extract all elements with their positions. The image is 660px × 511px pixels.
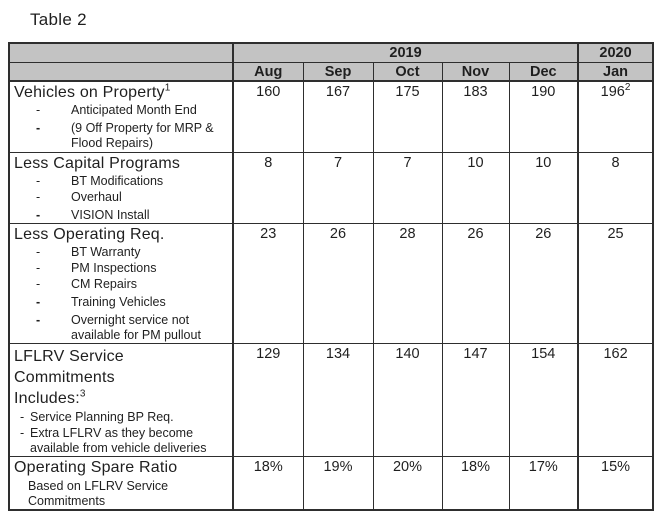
month-header-row: Aug Sep Oct Nov Dec Jan (8, 62, 654, 82)
value-cell: 18% (441, 455, 510, 511)
value-cell: 154 (508, 342, 579, 457)
list-item: - VISION Install (36, 207, 150, 222)
row-heading: LFLRV Service Commitments Includes:3 (14, 347, 124, 407)
value-cell: 17% (508, 455, 579, 511)
list-item: - BT Warranty (36, 244, 141, 259)
footnote-marker: 3 (79, 388, 86, 400)
value-cell: 26 (441, 222, 510, 344)
value-cell: 20% (372, 455, 443, 511)
list-item: - PM Inspections (36, 260, 157, 275)
row-heading: Less Capital Programs (14, 154, 181, 172)
value-cell: 175 (372, 80, 443, 153)
dash-bullet: - (36, 244, 41, 259)
value-cell: 8 (577, 151, 654, 224)
dash-bullet: - (36, 173, 41, 188)
list-item: - Overnight service not available for PM… (36, 312, 201, 342)
empty-corner-cell (8, 42, 234, 63)
value-cell: 167 (302, 80, 374, 153)
footnote-marker: 2 (624, 82, 631, 94)
value-cell: 19% (302, 455, 374, 511)
row-heading: Vehicles on Property1 (14, 82, 171, 101)
dash-bullet: - (36, 121, 41, 135)
row-label-cell: LFLRV Service Commitments Includes:3 - S… (8, 342, 234, 457)
list-item: - Training Vehicles (36, 294, 166, 309)
dash-bullet: - (36, 189, 41, 204)
value-cell: 162 (577, 342, 654, 457)
value-cell: 10 (508, 151, 579, 224)
value-cell: 1962 (577, 80, 654, 153)
value-cell: 147 (441, 342, 510, 457)
value-cell: 160 (232, 80, 304, 153)
row-label-cell: Less Operating Req. - BT Warranty - PM I… (8, 222, 234, 344)
list-item: - Service Planning BP Req. (20, 409, 174, 424)
row-label-cell: Operating Spare Ratio Based on LFLRV Ser… (8, 455, 234, 511)
row-heading: Operating Spare Ratio (14, 458, 178, 476)
value-cell: 140 (372, 342, 443, 457)
dash-bullet: - (36, 294, 41, 309)
footnote-marker: 1 (164, 82, 171, 94)
value-cell: 18% (232, 455, 304, 511)
table-row-lflrv-service-commitments: LFLRV Service Commitments Includes:3 - S… (8, 342, 654, 457)
list-item: - Extra LFLRV as they become available f… (20, 425, 207, 455)
value-cell: 8 (232, 151, 304, 224)
column-header-sep: Sep (302, 62, 374, 82)
value-cell: 23 (232, 222, 304, 344)
column-header-aug: Aug (232, 62, 304, 82)
empty-corner-cell (8, 62, 234, 82)
value-cell: 10 (441, 151, 510, 224)
data-table: 2019 2020 Aug Sep Oct Nov Dec Jan Vehicl… (8, 42, 655, 511)
table-row-operating-spare-ratio: Operating Spare Ratio Based on LFLRV Ser… (8, 455, 654, 511)
value-cell: 190 (508, 80, 579, 153)
value-cell: 26 (508, 222, 579, 344)
list-item: - (9 Off Property for MRP & Flood Repair… (36, 121, 214, 150)
list-item: - CM Repairs (36, 276, 137, 291)
year-2020-header: 2020 (577, 42, 654, 63)
table-row-less-capital-programs: Less Capital Programs - BT Modifications… (8, 151, 654, 224)
table-caption: Table 2 (30, 10, 87, 29)
row-subtext: Based on LFLRV Service Commitments (28, 478, 169, 508)
value-cell: 26 (302, 222, 374, 344)
value-cell: 129 (232, 342, 304, 457)
column-header-nov: Nov (441, 62, 510, 82)
table-row-vehicles-on-property: Vehicles on Property1 - Anticipated Mont… (8, 80, 654, 153)
dash-bullet: - (36, 312, 41, 327)
dash-bullet: - (36, 276, 41, 291)
year-header-row: 2019 2020 (8, 42, 654, 63)
column-header-dec: Dec (508, 62, 579, 82)
value-cell: 134 (302, 342, 374, 457)
column-header-oct: Oct (372, 62, 443, 82)
dash-bullet: - (36, 260, 41, 275)
dash-bullet: - (20, 409, 25, 424)
value-cell: 25 (577, 222, 654, 344)
row-label-cell: Vehicles on Property1 - Anticipated Mont… (8, 80, 234, 153)
value-cell: 7 (372, 151, 443, 224)
dash-bullet: - (36, 103, 41, 117)
row-heading: Less Operating Req. (14, 225, 165, 243)
dash-bullet: - (20, 425, 25, 440)
row-label-cell: Less Capital Programs - BT Modifications… (8, 151, 234, 224)
list-item: - BT Modifications (36, 173, 164, 188)
value-cell: 28 (372, 222, 443, 344)
value-cell: 7 (302, 151, 374, 224)
value-cell: 15% (577, 455, 654, 511)
column-header-jan: Jan (577, 62, 654, 82)
table-row-less-operating-req: Less Operating Req. - BT Warranty - PM I… (8, 222, 654, 344)
list-item: - Anticipated Month End (36, 103, 197, 117)
dash-bullet: - (36, 207, 41, 222)
value-cell: 183 (441, 80, 510, 153)
year-2019-header: 2019 (232, 42, 579, 63)
list-item: - Overhaul (36, 189, 122, 204)
